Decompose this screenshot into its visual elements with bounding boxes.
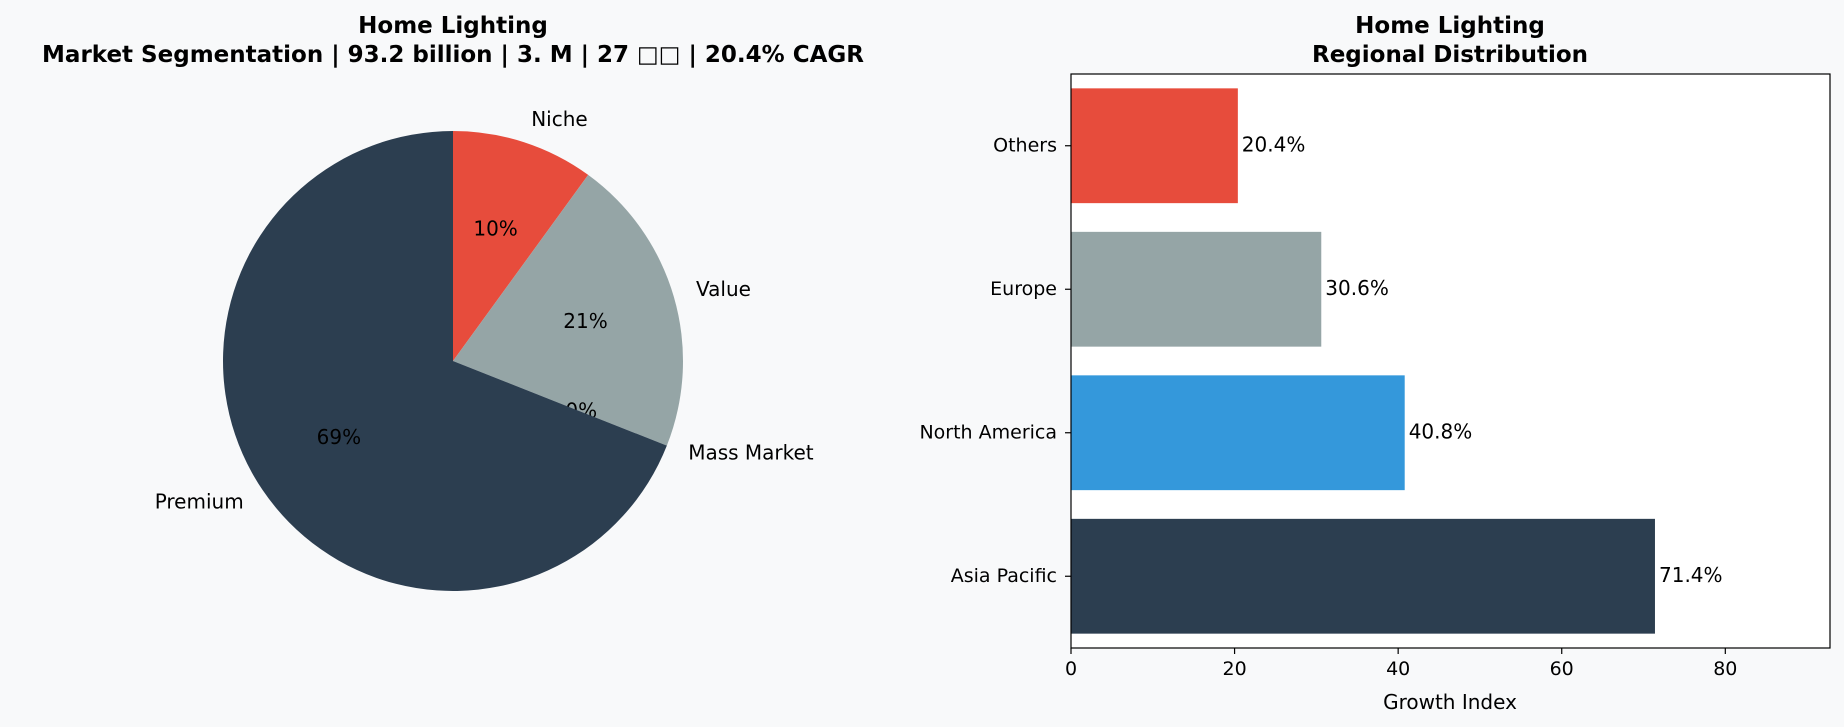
x-tick-label: 20 [1223,658,1247,680]
pie-percent-label: 10% [473,216,517,240]
bar-subtitle: Regional Distribution [1312,42,1588,68]
bar [1071,88,1238,204]
y-tick-label: Others [993,134,1057,156]
pie-slice [453,131,589,361]
bar-value-label: 71.4% [1659,563,1723,587]
bar-value-label: 40.8% [1409,419,1473,443]
bar-x-axis-label: Growth Index [1383,690,1517,714]
pie-slice-label: Value [696,277,751,301]
bar [1071,231,1322,347]
pie-slice-label: Premium [155,490,244,514]
x-tick-label: 40 [1386,658,1410,680]
y-tick-label: Asia Pacific [951,565,1057,587]
bar-chart: 71.4% Asia Pacific 40.8% North America 30.6%… [919,73,1831,680]
pie-slice [453,174,684,446]
pie-title: Home Lighting [358,13,548,39]
bar [1071,518,1655,634]
bar [1071,375,1405,491]
x-tick-label: 60 [1550,658,1574,680]
y-tick-label: North America [919,421,1057,443]
bar-axes-frame [1070,73,1831,649]
pie-subtitle: Market Segmentation | 93.2 billion | 3. … [42,42,864,68]
bar-title: Home Lighting [1355,13,1545,39]
pie-percent-label: 69% [317,425,361,449]
x-tick-label: 80 [1713,658,1737,680]
x-tick-label: 0 [1065,658,1077,680]
bar-value-label: 20.4% [1242,132,1306,156]
bar-value-label: 30.6% [1325,276,1389,300]
pie-percent-label: 21% [563,309,607,333]
y-tick-label: Europe [990,278,1057,300]
pie-slice-label: Niche [531,107,588,131]
pie-slice [223,131,667,591]
pie-slice-label: Mass Market [688,441,814,465]
